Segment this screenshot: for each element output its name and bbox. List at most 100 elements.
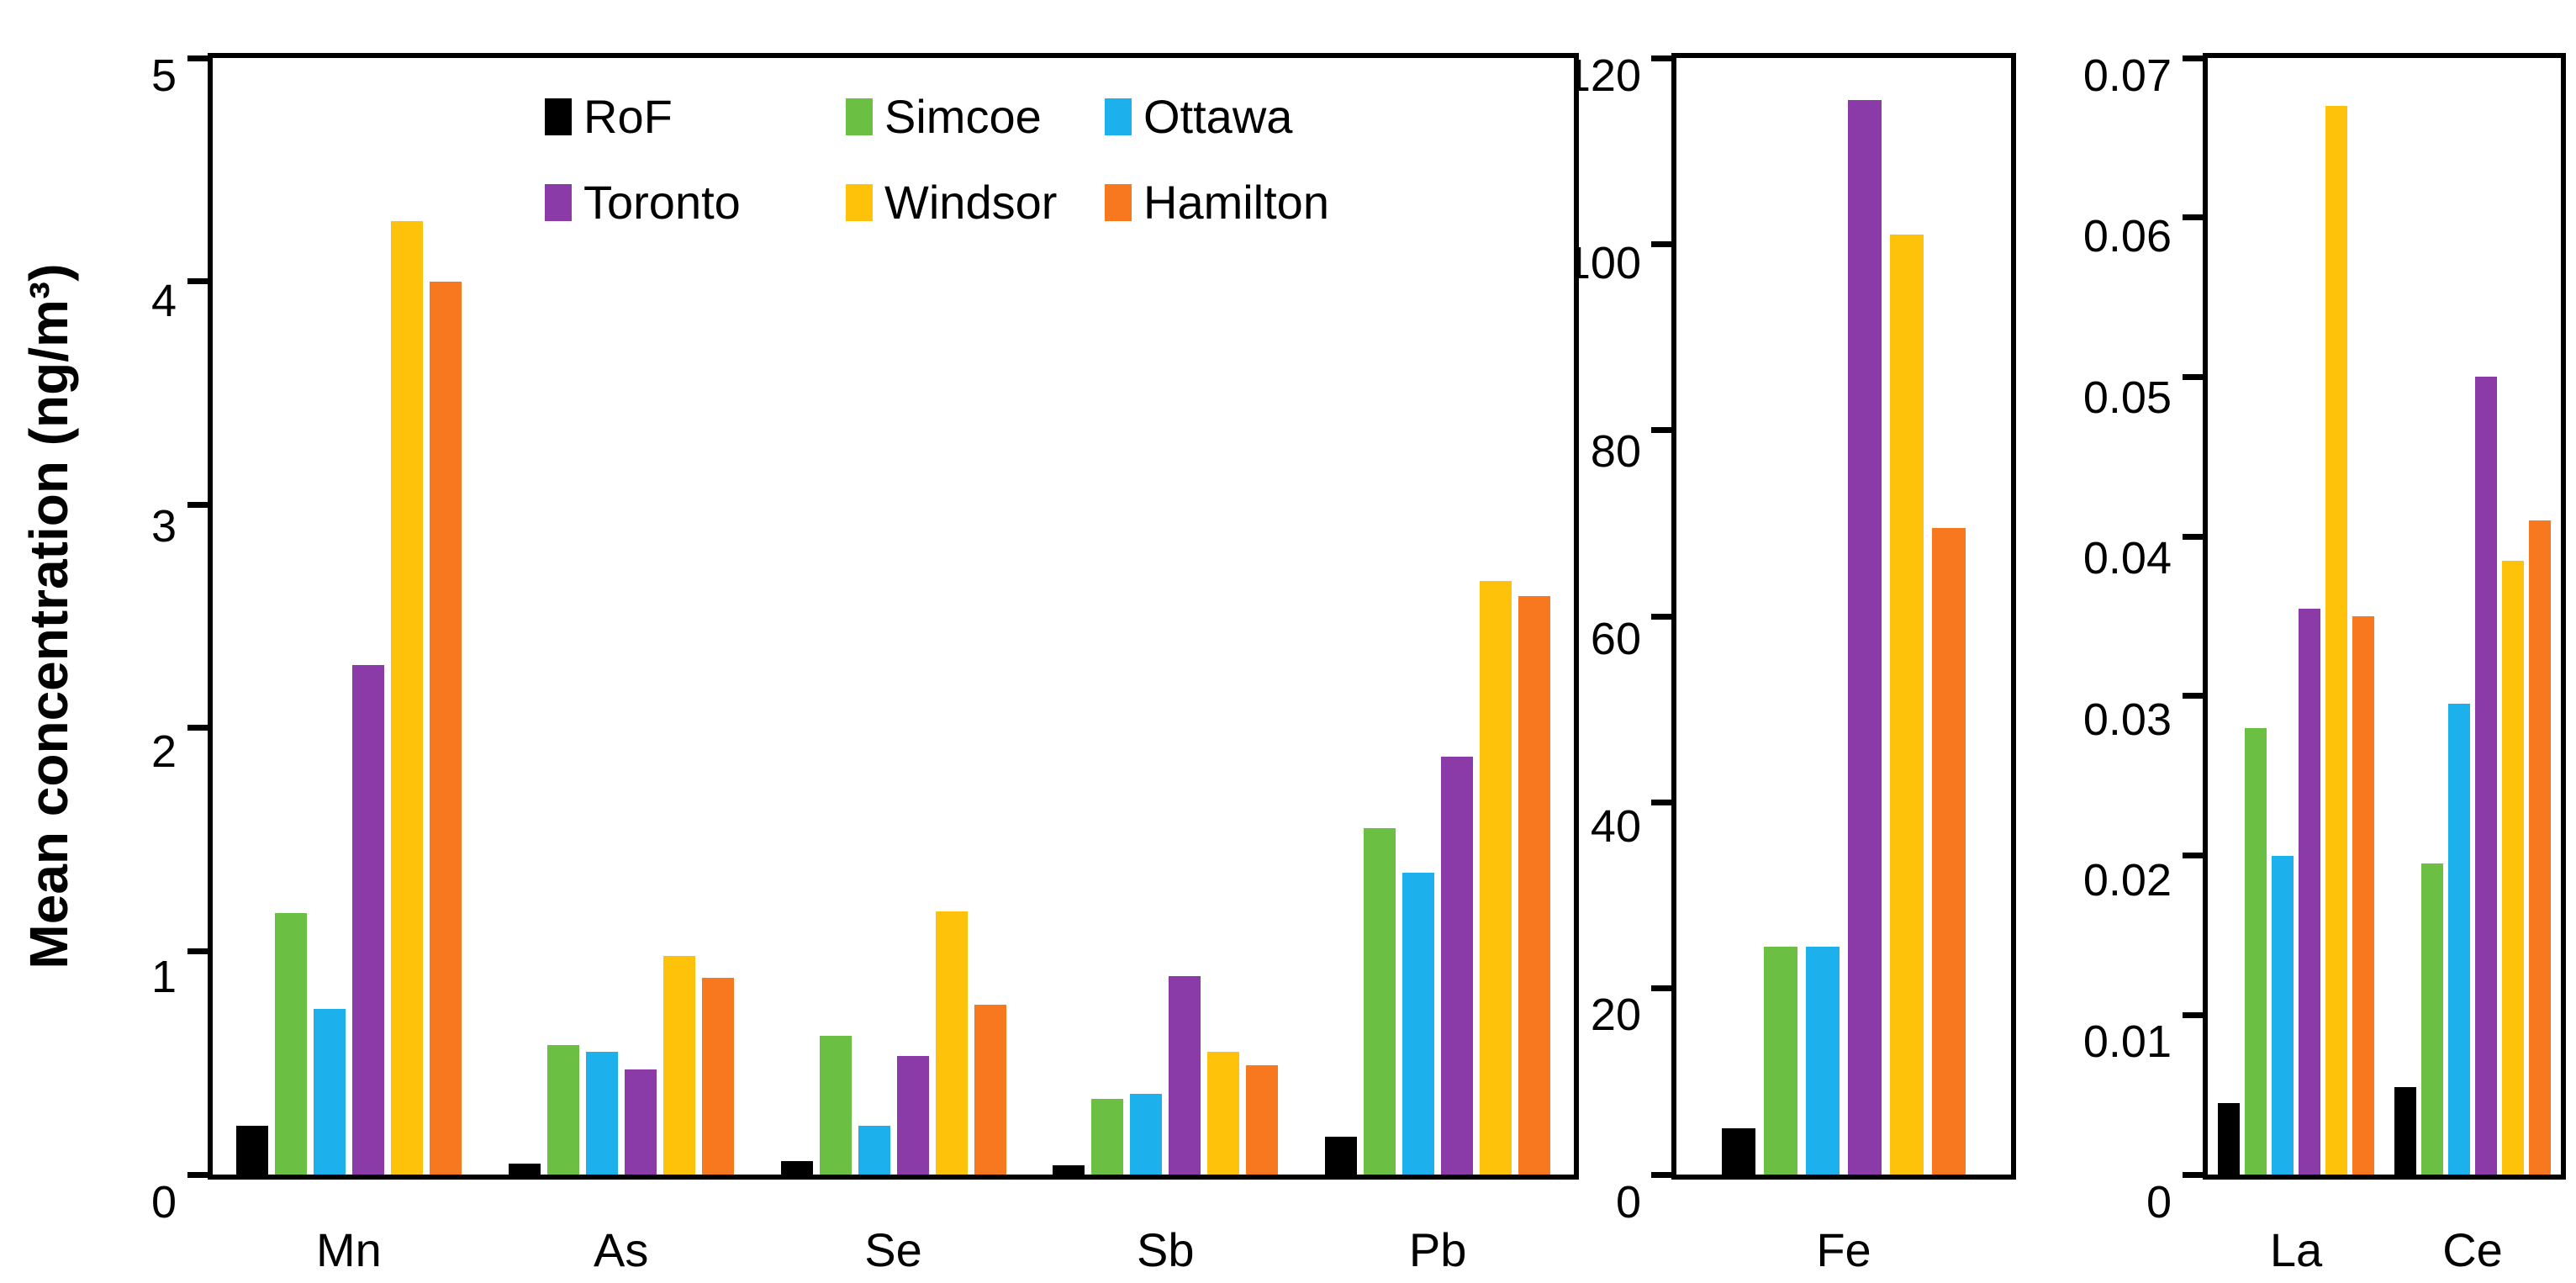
- bar-Ce-Simcoe: [2421, 863, 2443, 1175]
- bar-La-Ottawa: [2272, 855, 2294, 1175]
- y-tick-mark: [1651, 985, 1676, 992]
- bar-Se-Toronto: [896, 1056, 929, 1175]
- legend-item-rof: RoF: [545, 93, 846, 140]
- bar-Pb-Ottawa: [1402, 873, 1435, 1175]
- y-tick-mark: [1651, 240, 1676, 247]
- y-tick-mark: [2183, 693, 2208, 700]
- legend-label-ottawa: Ottawa: [1143, 90, 1293, 143]
- y-tick-mark: [187, 55, 213, 61]
- bar-Mn-Hamilton: [429, 281, 462, 1175]
- bar-Se-RoF: [780, 1161, 813, 1175]
- y-tick-label: 0.07: [2082, 50, 2172, 101]
- y-tick-mark: [187, 725, 213, 731]
- x-category-label-Sb: Sb: [1137, 1223, 1195, 1276]
- plot-area-elements-panel: Mn As Se Sb Pb RoF Simcoe Ottawa Toronto Windsor H…: [187, 53, 1579, 1274]
- legend-swatch-simcoe: [846, 98, 873, 135]
- bar-Fe-Simcoe: [1764, 946, 1797, 1175]
- legend-swatch-rof: [545, 98, 572, 135]
- bar-Ce-Toronto: [2475, 377, 2497, 1175]
- y-tick-mark: [187, 501, 213, 508]
- y-tick-label: 0.01: [2082, 1016, 2172, 1067]
- bar-Sb-Windsor: [1207, 1051, 1240, 1175]
- legend: RoF Simcoe Ottawa Toronto Windsor Hamilton: [545, 93, 1382, 226]
- legend-swatch-windsor: [846, 184, 873, 221]
- y-tick-mark: [187, 1171, 213, 1178]
- y-tick-label: 80: [1590, 425, 1641, 477]
- y-tick-label: 0.03: [2082, 694, 2172, 745]
- y-tick-label: 60: [1590, 614, 1641, 664]
- bar-Se-Hamilton: [974, 1005, 1006, 1175]
- legend-label-windsor: Windsor: [884, 176, 1058, 229]
- legend-item-hamilton: Hamilton: [1105, 179, 1382, 226]
- bar-Pb-Windsor: [1480, 580, 1512, 1175]
- legend-item-simcoe: Simcoe: [846, 93, 1105, 140]
- y-tick-label: 0.06: [2082, 211, 2172, 262]
- legend-item-windsor: Windsor: [846, 179, 1105, 226]
- plot-area-la-ce-panel: La Ce: [2183, 53, 2566, 1274]
- y-tick-mark: [187, 948, 213, 954]
- bar-As-Ottawa: [585, 1051, 618, 1175]
- y-tick-mark: [2183, 1171, 2208, 1178]
- y-tick-mark: [2183, 214, 2208, 221]
- bar-Se-Windsor: [935, 911, 968, 1175]
- x-category-label-Pb: Pb: [1408, 1223, 1467, 1276]
- bar-Pb-Hamilton: [1518, 596, 1551, 1175]
- bar-La-Hamilton: [2352, 616, 2374, 1175]
- y-tick-mark: [2183, 55, 2208, 61]
- bar-Pb-Simcoe: [1364, 828, 1396, 1175]
- bar-Se-Simcoe: [819, 1036, 852, 1175]
- y-tick-mark: [2183, 373, 2208, 380]
- y-tick-label: 0.02: [2082, 855, 2172, 906]
- y-tick-mark: [2183, 533, 2208, 540]
- y-tick-label: 0: [2146, 1177, 2172, 1228]
- bar-Fe-Windsor: [1890, 235, 1924, 1175]
- bar-Sb-RoF: [1053, 1165, 1085, 1175]
- bar-Sb-Toronto: [1169, 975, 1201, 1175]
- y-axis-tick-labels-panel-3: 0 0.01 0.02 0.03 0.04 0.05 0.06 0.07: [1964, 50, 2172, 1225]
- legend-item-toronto: Toronto: [545, 179, 846, 226]
- legend-label-rof: RoF: [583, 90, 673, 143]
- bar-La-Windsor: [2325, 105, 2347, 1175]
- bar-Fe-Ottawa: [1806, 946, 1840, 1175]
- y-tick-mark: [1651, 799, 1676, 805]
- legend-label-hamilton: Hamilton: [1143, 176, 1329, 229]
- legend-label-simcoe: Simcoe: [884, 90, 1042, 143]
- bar-Fe-Toronto: [1848, 99, 1882, 1175]
- y-tick-label: 0: [150, 1177, 177, 1228]
- legend-item-ottawa: Ottawa: [1105, 93, 1382, 140]
- y-tick-mark: [2183, 1011, 2208, 1018]
- x-category-label-Ce: Ce: [2442, 1223, 2503, 1276]
- plot-area-fe-panel: Fe: [1651, 53, 2016, 1274]
- x-category-label-La: La: [2269, 1223, 2323, 1276]
- legend-swatch-hamilton: [1105, 184, 1132, 221]
- y-tick-label: 40: [1590, 801, 1641, 853]
- y-tick-label: 2: [150, 726, 177, 777]
- bar-Ce-Hamilton: [2529, 520, 2551, 1175]
- bar-Mn-Simcoe: [274, 913, 307, 1175]
- y-tick-label: 4: [150, 276, 177, 326]
- y-tick-label: 0: [1615, 1177, 1641, 1228]
- bar-Ce-RoF: [2394, 1086, 2416, 1175]
- bar-Sb-Ottawa: [1130, 1094, 1163, 1175]
- legend-label-toronto: Toronto: [583, 176, 741, 229]
- x-category-label-Fe: Fe: [1816, 1223, 1871, 1276]
- bar-Mn-RoF: [235, 1125, 268, 1175]
- bar-Mn-Windsor: [390, 220, 423, 1175]
- y-tick-label: 3: [150, 501, 177, 552]
- bar-La-Toronto: [2299, 608, 2320, 1175]
- legend-swatch-toronto: [545, 184, 572, 221]
- y-tick-mark: [1651, 427, 1676, 434]
- bar-As-Hamilton: [701, 978, 734, 1175]
- bar-Mn-Ottawa: [313, 1009, 346, 1175]
- y-tick-mark: [2183, 853, 2208, 859]
- y-tick-label: 1: [150, 952, 177, 1002]
- bar-As-Simcoe: [546, 1044, 579, 1175]
- x-category-label-Mn: Mn: [315, 1223, 382, 1276]
- bar-As-Windsor: [662, 955, 695, 1175]
- bar-Fe-RoF: [1722, 1127, 1755, 1175]
- bar-Ce-Ottawa: [2448, 704, 2470, 1175]
- bar-As-RoF: [508, 1163, 541, 1175]
- bar-Mn-Toronto: [351, 665, 384, 1175]
- bar-Sb-Simcoe: [1091, 1098, 1124, 1175]
